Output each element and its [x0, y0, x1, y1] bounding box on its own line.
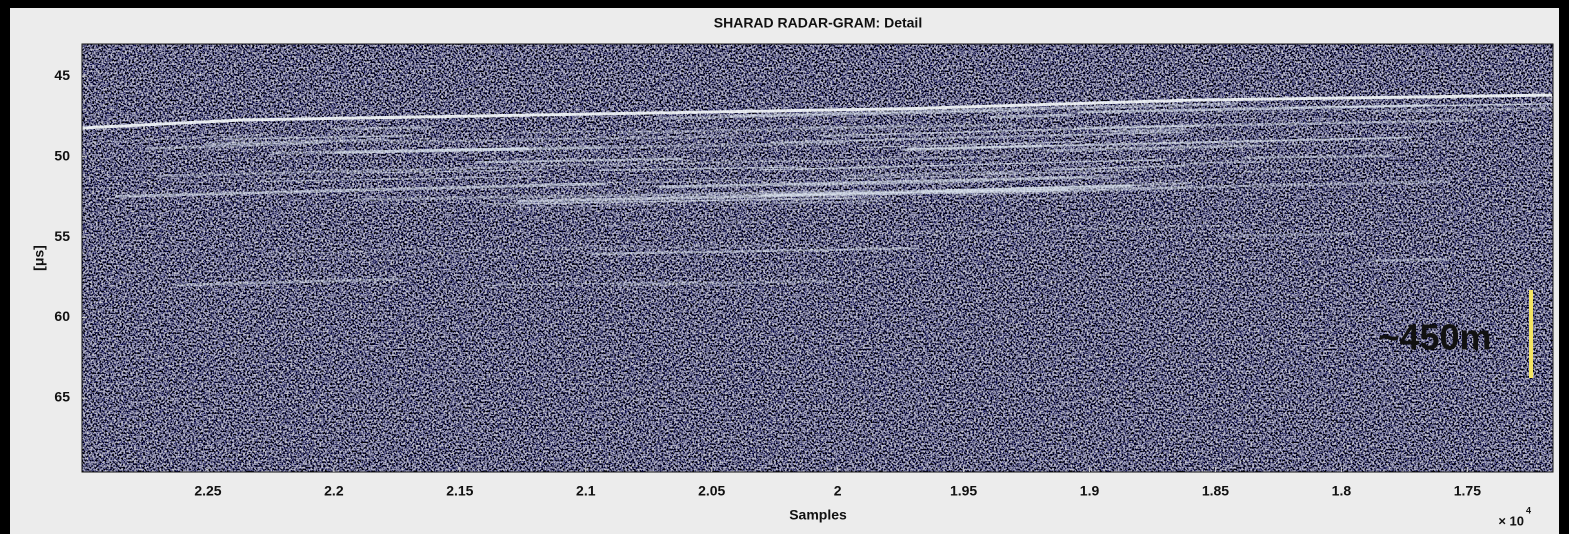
radar-reflector: [1342, 103, 1554, 108]
radar-reflector: [387, 134, 735, 144]
radar-reflector: [658, 175, 1091, 189]
x-multiplier-exponent: 4: [1526, 505, 1531, 515]
radar-reflector: [601, 220, 765, 226]
radar-reflector: [945, 180, 1450, 194]
radar-reflector: [517, 197, 890, 205]
radar-reflector: [653, 109, 1033, 120]
annotation: ~450m: [1378, 317, 1491, 358]
radar-reflector: [335, 147, 530, 154]
radar-reflector: [353, 189, 873, 202]
radar-reflector: [146, 141, 323, 151]
radar-reflector: [522, 130, 600, 134]
radar-reflector: [483, 281, 701, 286]
radar-reflector: [422, 141, 846, 152]
radar-reflector: [480, 197, 856, 205]
radar-reflector: [475, 157, 684, 164]
x-tick-label: 2.05: [698, 483, 725, 499]
radar-reflector: [1242, 154, 1393, 160]
radar-reflector: [260, 176, 545, 183]
x-axis-label: Samples: [789, 507, 847, 523]
x-tick-label: 1.9: [1080, 483, 1100, 499]
radar-reflector: [956, 186, 1186, 197]
radar-reflector: [617, 123, 1018, 135]
radar-reflector: [658, 175, 1120, 189]
surface-echo: [81, 93, 1553, 130]
radar-reflector: [1373, 107, 1554, 113]
y-axis-label: [μs]: [31, 245, 47, 271]
x-tick-label: 1.75: [1454, 483, 1481, 499]
radar-reflector: [1243, 170, 1322, 174]
radar-reflector: [771, 130, 1187, 144]
radar-layers: [81, 93, 1554, 287]
radar-reflector: [820, 124, 1201, 137]
radar-reflector: [598, 166, 803, 172]
radar-reflector: [729, 102, 1238, 118]
radar-reflector: [446, 147, 528, 151]
y-tick-label: 50: [54, 147, 70, 163]
radar-reflector: [330, 126, 432, 131]
radar-reflector: [114, 182, 606, 198]
radar-reflector: [1017, 140, 1503, 152]
radar-reflector: [990, 195, 1084, 202]
radar-reflector: [1371, 258, 1450, 262]
radar-reflector: [613, 176, 1082, 189]
radar-reflector: [921, 181, 1192, 193]
radar-reflector: [902, 144, 1043, 152]
radar-speckle: [82, 44, 1553, 472]
plot-frame: [81, 43, 1554, 473]
radar-reflector: [760, 184, 1133, 197]
radar-reflector: [156, 166, 500, 178]
radar-reflector: [509, 155, 1012, 168]
radar-reflector: [893, 223, 1248, 236]
x-multiplier: × 10: [1498, 513, 1524, 528]
radar-reflector: [590, 247, 920, 256]
y-tick-label: 65: [54, 389, 70, 405]
radar-reflector: [1216, 232, 1357, 237]
radar-reflector: [615, 280, 832, 287]
radar-reflector: [1109, 127, 1185, 133]
radar-reflector: [88, 133, 267, 144]
radar-reflector: [346, 169, 546, 174]
x-tick-label: 2.25: [194, 483, 221, 499]
y-tick-label: 60: [54, 308, 70, 324]
radar-reflector: [860, 140, 1083, 149]
radar-reflector: [758, 158, 1168, 171]
radar-reflector: [990, 113, 1075, 119]
radar-reflector: [787, 180, 990, 187]
y-tick-label: 55: [54, 228, 70, 244]
radar-reflector: [270, 146, 603, 155]
radar-reflector: [511, 202, 780, 209]
x-tick-label: 2.1: [576, 483, 596, 499]
radar-reflector: [802, 124, 911, 129]
x-tick-label: 1.95: [950, 483, 977, 499]
radar-reflector: [205, 138, 390, 146]
radar-reflector: [174, 277, 401, 287]
radar-reflector: [840, 170, 1022, 178]
radar-reflector: [908, 136, 1412, 151]
radar-reflector: [1188, 161, 1264, 164]
x-tick-label: 1.85: [1202, 483, 1229, 499]
x-tick-label: 1.8: [1332, 483, 1352, 499]
radar-reflector: [779, 200, 882, 205]
chart-title: SHARAD RADAR-GRAM: Detail: [714, 15, 922, 31]
y-tick-label: 45: [54, 67, 70, 83]
x-tick-label: 2.2: [324, 483, 344, 499]
x-tick-label: 2: [834, 483, 842, 499]
radar-reflector: [261, 243, 778, 255]
x-tick-label: 2.15: [446, 483, 473, 499]
radar-reflector: [1166, 107, 1554, 115]
radar-reflector: [1045, 143, 1262, 153]
radar-reflector: [981, 168, 1147, 176]
radar-reflector: [225, 134, 411, 140]
radar-reflector: [1046, 164, 1187, 171]
